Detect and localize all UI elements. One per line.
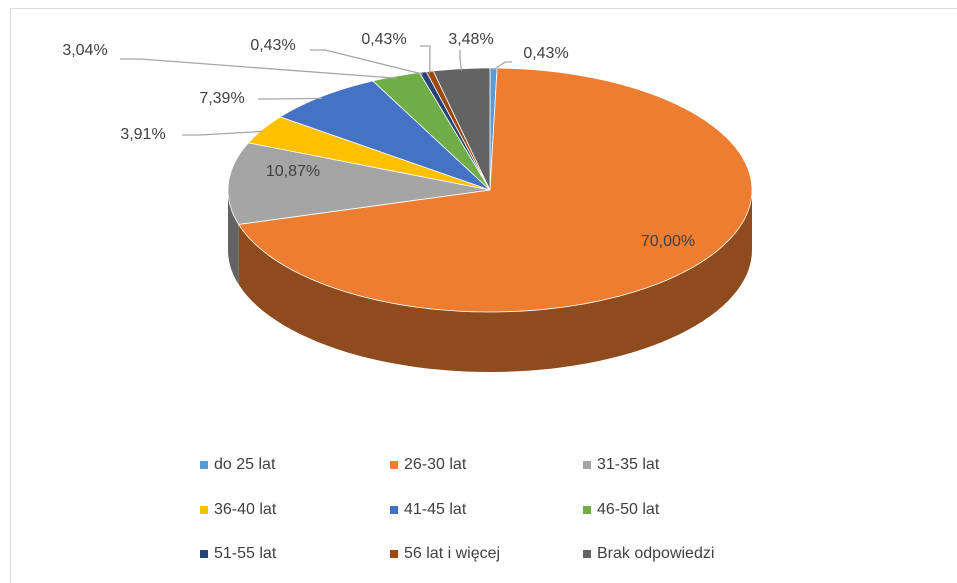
data-label: 3,91% [120,126,165,143]
legend-swatch [390,506,398,514]
legend-swatch [390,461,398,469]
legend-label: 36-40 lat [214,501,277,518]
leader-line [120,58,396,79]
legend-swatch [200,461,208,469]
slice [227,142,491,225]
data-label: 0,43% [523,45,568,62]
slice-side [228,190,239,285]
data-label: 70,00% [641,233,695,250]
leader-line [310,49,423,75]
legend-label: Brak odpowiedzi [597,545,714,562]
data-label: 0,43% [361,31,406,48]
slice [238,67,753,313]
leader-line [182,130,263,136]
legend-swatch [583,506,591,514]
data-label: 3,48% [448,31,493,48]
leader-line [459,50,463,71]
data-label: 7,39% [199,90,244,107]
slice-side [238,190,752,372]
leader-line [420,45,431,74]
legend-label: 31-35 lat [597,456,660,473]
data-label: 10,87% [266,163,320,180]
slice [371,72,491,191]
legend-swatch [200,550,208,558]
legend-swatch [583,550,591,558]
legend-label: 51-55 lat [214,545,277,562]
legend-label: do 25 lat [214,456,276,473]
legend-label: 41-45 lat [404,501,467,518]
data-label: 0,43% [250,37,295,54]
slice [279,80,491,191]
data-label: 3,04% [62,42,107,59]
legend-swatch [583,461,591,469]
legend-label: 46-50 lat [597,501,660,518]
leader-line [493,61,512,71]
leader-line [258,97,323,100]
legend-label: 26-30 lat [404,456,467,473]
legend-swatch [200,506,208,514]
slice [247,116,491,191]
chart-frame [10,8,957,583]
legend-label: 56 lat i więcej [404,545,500,562]
legend-swatch [390,550,398,558]
